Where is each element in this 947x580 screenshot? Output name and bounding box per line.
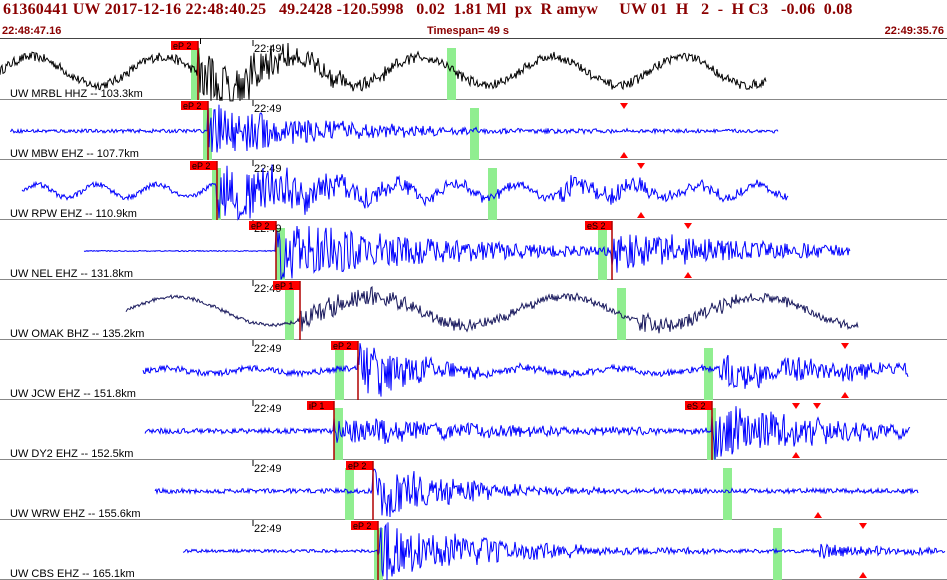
green-marker-band — [704, 348, 713, 400]
waveform — [144, 406, 911, 460]
trace-row[interactable]: 22:49 eP 2 UW RPW EHZ -- 110.9km — [0, 160, 947, 221]
green-marker-band — [723, 468, 732, 520]
waveform — [0, 42, 767, 102]
green-marker-band — [773, 528, 782, 580]
green-marker-band — [470, 108, 479, 160]
arrival-marker-down — [620, 103, 628, 109]
waveform — [21, 164, 789, 221]
pick-label: eP 2 — [173, 41, 191, 51]
minute-label: 22:49 — [254, 523, 282, 535]
trace-row[interactable]: 22:49 eP 2 UW JCW EHZ -- 151.8km — [0, 340, 947, 400]
green-marker-band — [335, 348, 344, 400]
waveform — [154, 468, 919, 518]
timespan-label: Timespan= 49 s — [427, 25, 510, 37]
trace-row[interactable]: 22:49 eP 2 UW MRBL HHZ -- 103.3km — [0, 40, 947, 102]
green-marker-band — [285, 288, 294, 340]
p-pick-flag[interactable] — [190, 161, 217, 170]
seismogram-panel[interactable]: 22:49 eP 2 UW MRBL HHZ -- 103.3km 22:49 eP 2… — [0, 40, 947, 580]
station-label: UW DY2 EHZ -- 152.5km — [10, 448, 133, 460]
pick-label: eP 2 — [333, 341, 351, 351]
trace-row[interactable]: 22:49 eP 2 UW CBS EHZ -- 165.1km — [0, 520, 947, 580]
event-header: 61360441 UW 2017-12-16 22:48:40.25 49.24… — [0, 0, 947, 44]
p-pick-flag[interactable] — [331, 341, 358, 350]
arrival-marker-down — [637, 163, 645, 169]
p-pick-flag[interactable] — [171, 41, 198, 50]
green-marker-band — [191, 48, 200, 100]
green-marker-band — [447, 48, 456, 100]
s-pick-flag[interactable] — [685, 401, 712, 410]
pick-label: eS 2 — [587, 221, 606, 231]
trace-row[interactable]: 22:49 eP 2 UW MBW EHZ -- 107.7km — [0, 100, 947, 160]
station-label: UW MBW EHZ -- 107.7km — [10, 148, 139, 160]
arrival-marker-up — [637, 212, 645, 218]
pick-label: eP 1 — [275, 281, 293, 291]
s-pick-flag[interactable] — [585, 221, 612, 230]
p-pick-flag[interactable] — [249, 221, 276, 230]
trace-row[interactable]: 22:49 iP 1 eS 2 UW DY2 EHZ -- 152.5km — [0, 400, 947, 460]
arrival-marker-up — [684, 272, 692, 278]
waveform — [83, 225, 851, 280]
green-marker-band — [345, 468, 354, 520]
arrival-marker-up — [859, 572, 867, 578]
p-pick-flag[interactable] — [351, 521, 378, 530]
p-pick-flag[interactable] — [307, 401, 334, 410]
p-pick-flag[interactable] — [273, 281, 300, 290]
station-label: UW NEL EHZ -- 131.8km — [10, 268, 133, 280]
arrival-marker-up — [814, 512, 822, 518]
arrival-marker-up — [841, 392, 849, 398]
station-label: UW WRW EHZ -- 155.6km — [10, 508, 141, 520]
event-title: 61360441 UW 2017-12-16 22:48:40.25 49.24… — [3, 1, 853, 18]
start-time-label: 22:48:47.16 — [2, 25, 62, 37]
minute-label: 22:49 — [254, 163, 282, 175]
pick-label: eP 2 — [348, 461, 366, 471]
green-marker-band — [598, 228, 607, 280]
arrival-marker-down — [859, 523, 867, 529]
waveform — [125, 286, 859, 334]
arrival-marker-down — [841, 343, 849, 349]
minute-label: 22:49 — [254, 463, 282, 475]
arrival-marker-down — [792, 403, 800, 409]
trace-row[interactable]: 22:49 eP 2 UW WRW EHZ -- 155.6km — [0, 460, 947, 520]
arrival-marker-up — [620, 152, 628, 158]
station-label: UW CBS EHZ -- 165.1km — [10, 568, 135, 580]
pick-label: eP 2 — [192, 161, 210, 171]
station-label: UW JCW EHZ -- 151.8km — [10, 388, 136, 400]
pick-label: iP 1 — [309, 401, 324, 411]
station-label: UW OMAK BHZ -- 135.2km — [10, 328, 144, 340]
p-pick-flag[interactable] — [181, 101, 208, 110]
minute-label: 22:49 — [254, 403, 282, 415]
end-time-label: 22:49:35.76 — [884, 25, 944, 37]
pick-label: eP 2 — [183, 101, 201, 111]
header-divider — [0, 38, 947, 39]
station-label: UW RPW EHZ -- 110.9km — [10, 208, 137, 220]
minute-label: 22:49 — [254, 103, 282, 115]
arrival-marker-up — [792, 452, 800, 458]
waveform — [182, 522, 946, 580]
p-pick-flag[interactable] — [346, 461, 373, 470]
station-label: UW MRBL HHZ -- 103.3km — [10, 88, 143, 100]
minute-label: 22:49 — [254, 43, 282, 55]
waveform — [142, 343, 909, 397]
minute-tick — [200, 38, 201, 44]
green-marker-band — [488, 168, 497, 220]
pick-label: eS 2 — [687, 401, 706, 411]
pick-label: eP 2 — [251, 221, 269, 231]
arrival-marker-down — [813, 403, 821, 409]
minute-label: 22:49 — [254, 343, 282, 355]
waveform — [10, 104, 779, 153]
arrival-marker-down — [684, 223, 692, 229]
pick-label: eP 2 — [353, 521, 371, 531]
